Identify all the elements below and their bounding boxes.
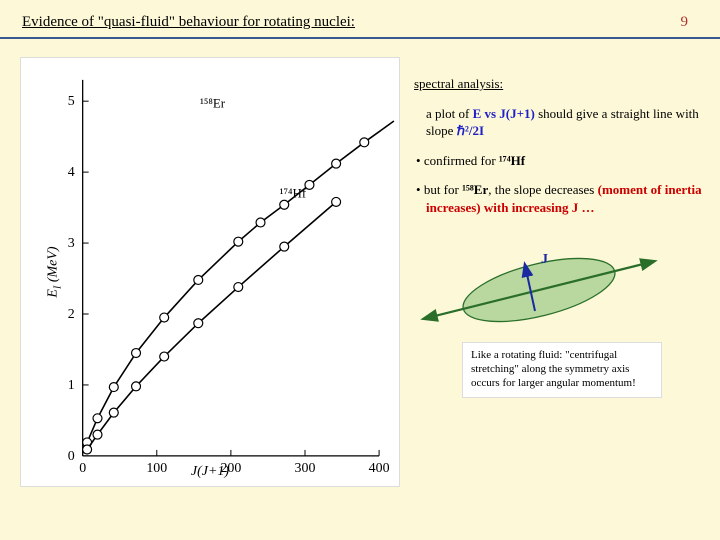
intro-formula: E vs J(J+1) [473,106,535,121]
intro-slope: ℏ²/2I [457,123,484,138]
bullet-confirmed: confirmed for ¹⁷⁴Hf [414,152,702,170]
diagram-caption: Like a rotating fluid: "centrifugal stre… [462,342,662,397]
svg-text:J: J [541,252,548,267]
svg-text:0: 0 [68,449,75,464]
svg-text:0: 0 [79,461,86,476]
bullet2-pre: but for [424,182,462,197]
svg-text:300: 300 [295,461,316,476]
header-rule [0,37,720,39]
svg-text:2: 2 [68,307,75,322]
chart-svg: 0123450100200300400¹⁵⁸Er¹⁷⁴Hf [21,58,399,486]
y-axis-label: EI (MeV) [46,246,64,297]
bullet2-mid: , the slope decreases [488,182,597,197]
ei-vs-jjplus1-chart: 0123450100200300400¹⁵⁸Er¹⁷⁴Hf EI (MeV) J… [20,57,400,487]
svg-text:¹⁷⁴Hf: ¹⁷⁴Hf [280,185,307,200]
intro-pre: a plot of [426,106,473,121]
spectral-analysis-panel: spectral analysis: a plot of E vs J(J+1)… [400,47,712,487]
svg-text:¹⁵⁸Er: ¹⁵⁸Er [200,96,226,111]
bullet2-isotope: ¹⁵⁸Er [462,182,488,197]
svg-text:100: 100 [146,461,167,476]
svg-text:400: 400 [369,461,390,476]
bullet1-pre: confirmed for [424,153,499,168]
page-title: Evidence of "quasi-fluid" behaviour for … [22,14,355,31]
intro-text: a plot of E vs J(J+1) should give a stra… [414,105,702,140]
svg-text:4: 4 [68,165,75,180]
page-number: 9 [681,14,699,31]
svg-text:3: 3 [68,236,75,251]
svg-text:5: 5 [68,94,75,109]
bullet1-isotope: ¹⁷⁴Hf [499,153,525,168]
ellipse-svg: J [414,228,674,348]
ellipse-diagram: J [414,228,674,348]
x-axis-label: J(J+1) [191,464,229,480]
panel-heading: spectral analysis: [414,75,702,93]
bullet-but-for: but for ¹⁵⁸Er, the slope decreases (mome… [414,181,702,216]
svg-text:1: 1 [68,378,75,393]
